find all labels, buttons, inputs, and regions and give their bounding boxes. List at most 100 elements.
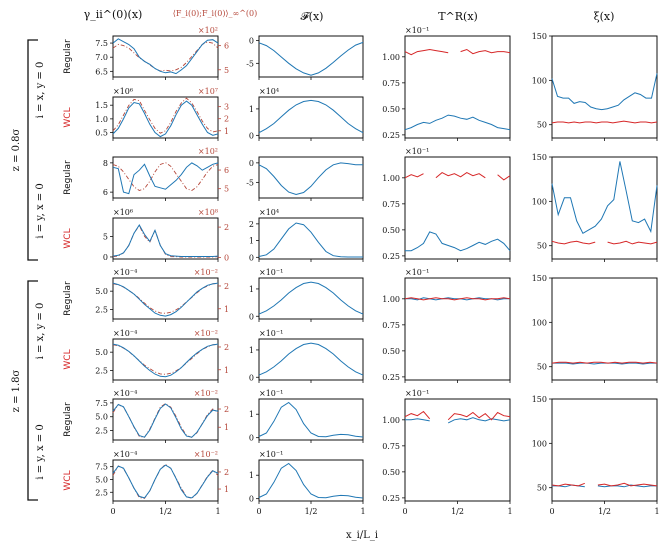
xi-xticklabel: 0 [549,507,554,516]
xi-y-ticklabel: 150 [532,395,547,404]
panel-xi-3: 50 100 150 0 1/2 1 [532,395,660,516]
gamma-y-ticklabel: 1.5 [95,101,108,110]
panel-TR-frame [404,156,511,260]
panel-gamma: 0 5 0 2 ×10⁶ ×10⁸ [103,208,229,262]
corr-exponent: ×10⁸ [198,208,218,217]
corr-exponent: ×10² [198,26,218,35]
F-y-ticklabel: 1 [249,285,254,294]
xi-series-red [551,120,658,124]
gamma-xticklabel: 1/2 [159,507,172,516]
gamma-series-line [112,403,219,438]
gamma-series-line [112,224,219,257]
panel-F-frame [258,277,364,320]
xi-y-ticklabel: 50 [537,363,547,372]
row-r0: Regular 6.5 7.0 7.5 5 6 ×10² -5 0 [63,26,364,80]
panel-gamma: 2.5 5.0 7.5 1 2 0 1/2 1 ×10⁻⁴ ×10⁻² [95,450,229,516]
row-r6: Regular 2.5 5.0 7.5 1 2 ×10⁻⁴ ×10⁻² 0 1 ×10⁻¹ [63,389,364,443]
corr-y-ticklabel: 1 [224,366,229,375]
panel-F: 0 1 ×10⁴ [249,87,364,141]
TR-xticklabel: 0 [402,507,407,516]
corr-series-line [112,463,219,499]
F-y-ticklabel: 1 [249,237,254,246]
F-exponent: ×10⁻¹ [259,329,283,338]
method-label: WCL [63,349,73,369]
gamma-y-ticklabel: 5.0 [95,475,108,484]
F-y-ticklabel: 0 [249,312,254,321]
panel-TR-2: 0.25 0.50 0.75 1.00 ×10⁻¹ [382,268,511,383]
F-series-line [258,41,364,76]
panel-xi-frame [551,156,658,260]
corr-series-line [112,162,219,192]
row-r2: Regular 6 8 5 6 ×10² -5 0 [63,147,364,201]
panel-F: 0 1 ×10⁻¹ [249,389,364,443]
x-axis-label: x_i/L_i [346,530,378,541]
xi-y-ticklabel: 50 [537,121,547,130]
TR-y-ticklabel: 0.50 [382,468,400,477]
gamma-y-ticklabel: 5.0 [95,348,108,357]
corr-exponent: ×10⁻² [194,268,218,277]
F-y-ticklabel: -5 [246,59,254,68]
bracket-z08 [27,39,38,261]
xi-y-ticklabel: 150 [532,153,547,162]
TR-y-ticklabel: 0.50 [382,347,400,356]
corr-exponent: ×10⁷ [198,87,218,96]
TR-y-ticklabel: 1.00 [382,416,400,425]
row-r3: WCL 0 5 0 2 ×10⁶ ×10⁸ 0 1 2 ×10⁴ [63,208,364,262]
F-series-line [258,99,364,134]
col-title-gamma: γ_ii^(0)(x) [84,8,143,21]
corr-exponent: ×10² [198,147,218,156]
gamma-y-ticklabel: 7.5 [95,463,108,472]
corr-y-ticklabel: 2 [224,343,229,352]
panel-gamma-frame [112,35,219,78]
panel-F: -5 0 [246,156,364,201]
TR-exponent: ×10⁻¹ [405,268,429,277]
TR-y-ticklabel: 0.25 [382,252,400,261]
corr-y-ticklabel: 5 [224,185,229,194]
row-r5: WCL 2.5 5.0 1 2 ×10⁻⁴ ×10⁻² 0 1 ×10⁻¹ [63,329,364,383]
method-label: WCL [63,107,73,127]
gamma-exponent: ×10⁻⁴ [113,389,137,398]
TR-xticklabel: 1/2 [451,507,464,516]
corr-exponent: ×10⁻² [194,389,218,398]
gamma-y-ticklabel: 6 [103,188,108,197]
xi-series-blue [552,484,657,488]
F-series-line [258,281,364,315]
TR-y-ticklabel: 0.25 [382,494,400,503]
F-y-ticklabel: 0 [249,495,254,504]
xi-xticklabel: 1/2 [598,507,611,516]
corr-y-ticklabel: 5 [224,66,229,75]
gamma-series-line [112,162,219,195]
panel-gamma-frame [112,156,219,199]
panel-gamma: 2.5 5.0 1 2 ×10⁻⁴ ×10⁻² [95,268,229,322]
dir-label-3: i = x, y = 0 [35,303,46,360]
panel-F: 0 1 ×10⁻¹ [249,329,364,383]
panel-F-frame [258,96,364,139]
F-y-ticklabel: 0 [249,37,254,46]
F-xticklabel: 1 [360,507,365,516]
gamma-y-ticklabel: 7.5 [95,399,108,408]
panel-F: 0 1 ×10⁻¹ [249,268,364,322]
gamma-exponent: ×10⁻⁴ [113,329,137,338]
TR-series-red [404,48,511,56]
gamma-exponent: ×10⁶ [113,87,133,96]
gamma-y-ticklabel: 7.5 [95,39,108,48]
corr-exponent: ×10⁻² [194,329,218,338]
panel-TR-0: 0.25 0.50 0.75 1.00 ×10⁻¹ [382,26,511,141]
TR-y-ticklabel: 0.75 [382,442,400,451]
method-label: Regular [63,160,73,195]
panel-F: 0 1 0 1/2 1 ×10⁻¹ [249,450,366,516]
corr-exponent: ×10⁻² [194,450,218,459]
F-y-ticklabel: 0 [249,373,254,382]
z-label-1: z = 0.8σ [11,128,22,171]
F-y-ticklabel: 2 [249,220,254,229]
F-y-ticklabel: 0 [249,159,254,168]
F-xticklabel: 0 [256,507,261,516]
xi-series-red [551,240,658,245]
xi-series-red [551,361,658,364]
xi-y-ticklabel: 150 [532,274,547,283]
TR-exponent: ×10⁻¹ [405,389,429,398]
method-label: WCL [63,470,73,490]
F-series-line [258,162,363,196]
method-label: WCL [63,228,73,248]
panel-gamma-frame [112,96,219,139]
